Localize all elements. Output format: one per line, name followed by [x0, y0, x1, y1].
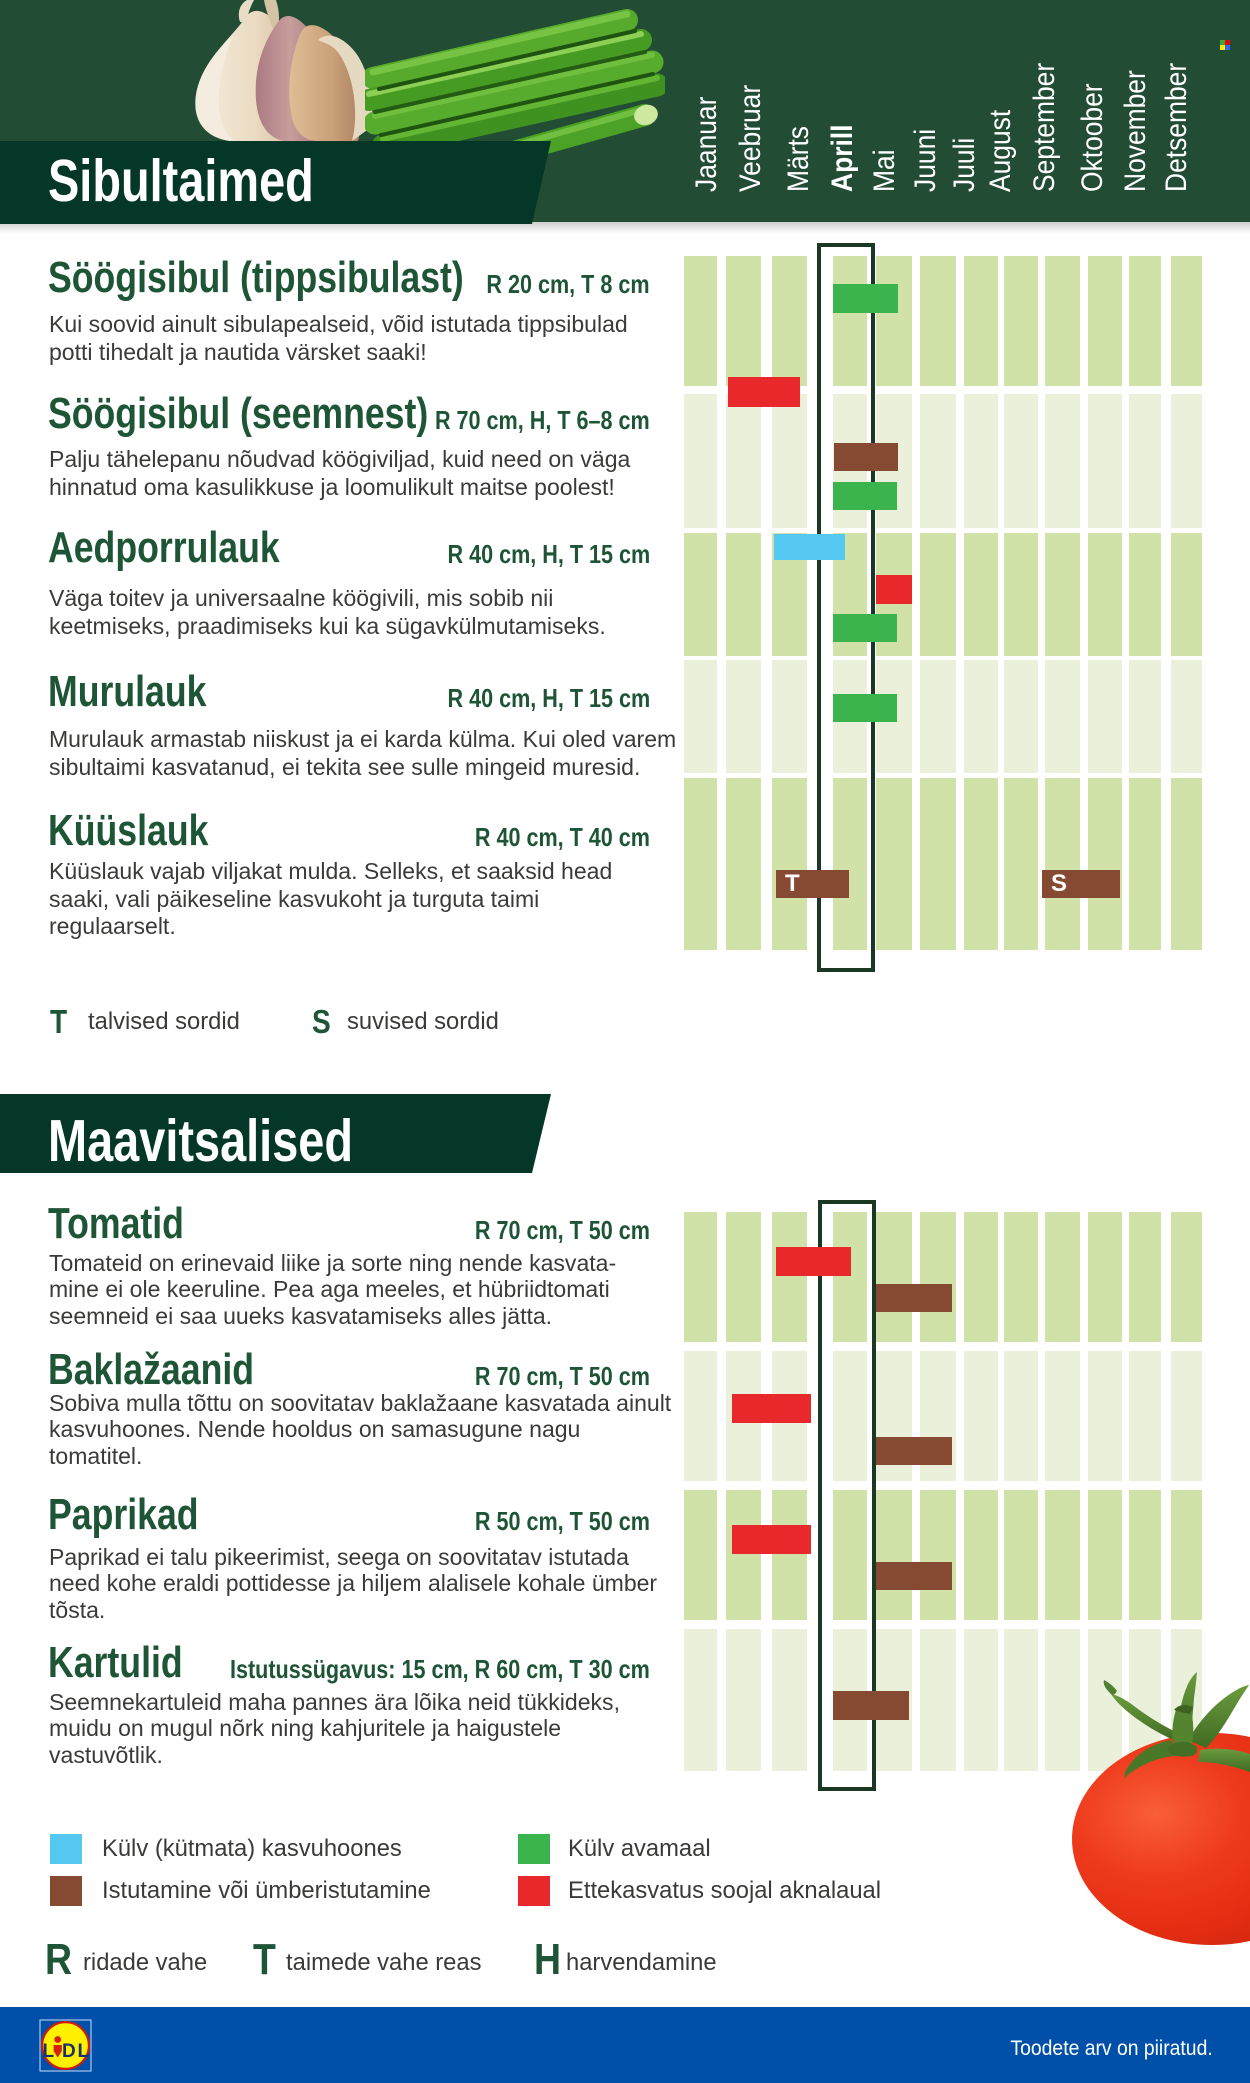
- svg-text:D: D: [62, 2041, 76, 2062]
- svg-text:L: L: [78, 2041, 90, 2062]
- svg-text:L: L: [43, 2041, 55, 2062]
